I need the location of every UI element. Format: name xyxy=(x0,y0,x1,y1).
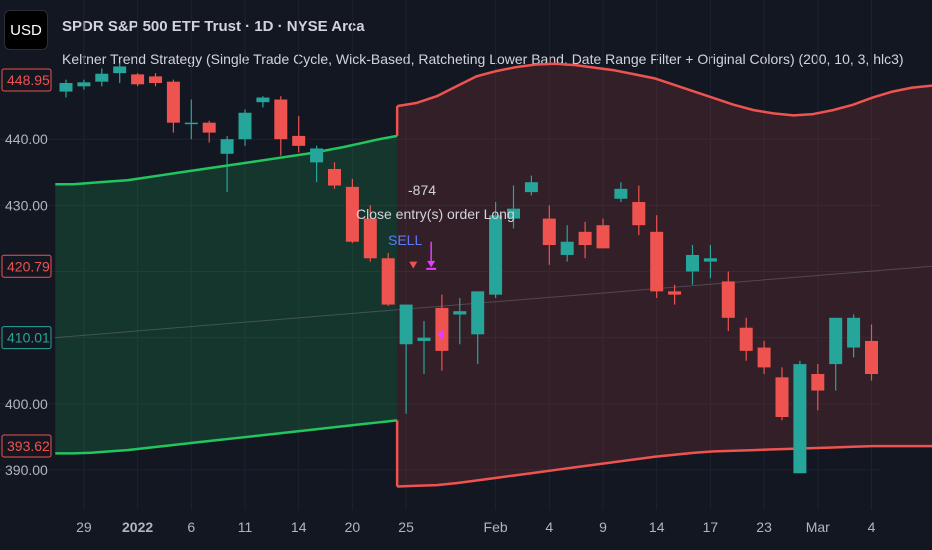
candle-body xyxy=(578,231,592,246)
exit-arrow-head xyxy=(427,260,436,268)
price-label-box xyxy=(1,434,52,458)
basis-line xyxy=(55,265,932,339)
price-label: 410.01 xyxy=(7,330,50,346)
candle-body xyxy=(829,317,843,365)
candles xyxy=(59,63,878,474)
red-band-fill xyxy=(397,63,932,487)
candle-body xyxy=(453,311,467,315)
price-label-box xyxy=(1,254,52,278)
candle-body xyxy=(668,291,682,295)
candle-body xyxy=(381,258,395,305)
candle-body xyxy=(775,377,789,418)
green-upper-band xyxy=(55,134,398,186)
candle-body xyxy=(757,347,771,368)
price-label-box xyxy=(1,326,52,350)
trade-exit-label: Close entry(s) order Long xyxy=(356,206,515,222)
x-tick-label: 25 xyxy=(398,519,414,535)
candle-body xyxy=(811,374,825,391)
candle-body xyxy=(686,254,699,272)
x-tick-label: 23 xyxy=(756,519,772,535)
candle-body xyxy=(435,307,449,351)
sell-marker xyxy=(409,261,418,269)
candle-body xyxy=(220,139,234,154)
candle-body xyxy=(149,76,162,83)
x-tick-label: 14 xyxy=(291,519,307,535)
currency-button[interactable]: USD xyxy=(4,10,48,50)
green-band-fill xyxy=(55,135,398,454)
x-tick-label: Mar xyxy=(806,519,830,535)
candle-body xyxy=(274,99,288,140)
candle-body xyxy=(596,225,610,249)
candle-body xyxy=(310,148,324,163)
candle-body xyxy=(59,82,73,92)
candle-body xyxy=(471,291,485,335)
candle-body xyxy=(542,218,556,246)
y-tick-label: 400.00 xyxy=(5,396,48,412)
candle-body xyxy=(739,327,753,351)
candle-body xyxy=(399,304,413,345)
x-tick-label: 17 xyxy=(703,519,719,535)
candle-body xyxy=(847,317,861,348)
candle-body xyxy=(524,182,538,193)
candle-body xyxy=(328,168,341,186)
red-lower-band xyxy=(397,444,932,488)
candle-body xyxy=(166,81,180,123)
candle-body xyxy=(489,215,503,295)
candle-body xyxy=(560,241,574,255)
x-tick-label: 9 xyxy=(599,519,607,535)
candle-body xyxy=(793,364,807,474)
x-tick-label: 6 xyxy=(187,519,195,535)
x-tick-label: 20 xyxy=(345,519,361,535)
x-tick-label: 4 xyxy=(868,519,876,535)
candle-body xyxy=(202,122,216,133)
price-label: 393.62 xyxy=(7,438,50,454)
indicator-legend[interactable]: Keltner Trend Strategy (Single Trade Cyc… xyxy=(62,51,904,67)
x-tick-label: Feb xyxy=(484,519,508,535)
candle-body xyxy=(345,186,359,242)
price-label: 420.79 xyxy=(7,258,50,274)
x-tick-label: 11 xyxy=(238,519,253,535)
red-upper-band xyxy=(396,62,932,117)
x-tick-label: 2022 xyxy=(122,519,153,535)
candle-body xyxy=(650,231,664,292)
candle-body xyxy=(632,202,646,226)
candle-body xyxy=(703,258,717,262)
x-tick-label: 14 xyxy=(649,519,665,535)
candle-body xyxy=(184,122,198,125)
price-label-box xyxy=(1,68,52,92)
candle-body xyxy=(238,112,252,140)
candle-body xyxy=(721,281,735,318)
green-lower-band xyxy=(55,419,398,455)
candle-body xyxy=(95,73,109,82)
candle-body xyxy=(292,135,306,146)
y-tick-label: 390.00 xyxy=(5,462,48,478)
entry-marker xyxy=(437,329,444,340)
price-label: 448.95 xyxy=(7,72,50,88)
candle-body xyxy=(614,188,628,199)
y-tick-label: 440.00 xyxy=(5,131,48,147)
candle-body xyxy=(363,218,377,259)
candle-body xyxy=(417,337,431,341)
candle-body xyxy=(865,340,878,375)
trade-pnl-label: -874 xyxy=(408,182,436,198)
x-tick-label: 4 xyxy=(545,519,553,535)
x-tick-label: 29 xyxy=(76,519,92,535)
price-axis xyxy=(880,0,932,510)
sell-signal-label: SELL xyxy=(388,232,422,248)
candle-body xyxy=(131,74,145,85)
y-tick-label: 430.00 xyxy=(5,197,48,213)
candle-body xyxy=(507,208,520,219)
candle-body xyxy=(113,66,127,74)
candle-body xyxy=(77,82,91,87)
candle-body xyxy=(256,97,270,103)
